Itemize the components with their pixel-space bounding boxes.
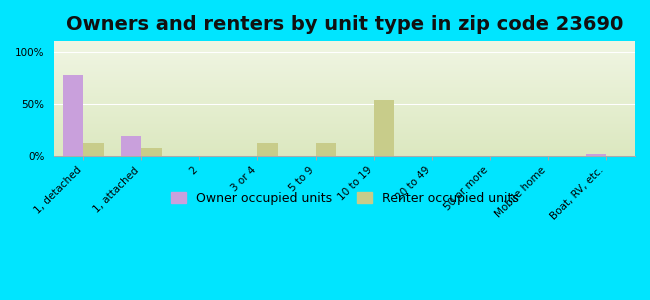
Bar — [83, 142, 103, 156]
Bar — [257, 142, 278, 156]
Bar — [63, 75, 83, 156]
Bar — [121, 136, 141, 156]
Bar — [586, 154, 606, 156]
Bar — [141, 148, 162, 156]
Bar — [374, 100, 394, 156]
Title: Owners and renters by unit type in zip code 23690: Owners and renters by unit type in zip c… — [66, 15, 623, 34]
Bar — [315, 142, 336, 156]
Legend: Owner occupied units, Renter occupied units: Owner occupied units, Renter occupied un… — [166, 187, 524, 210]
